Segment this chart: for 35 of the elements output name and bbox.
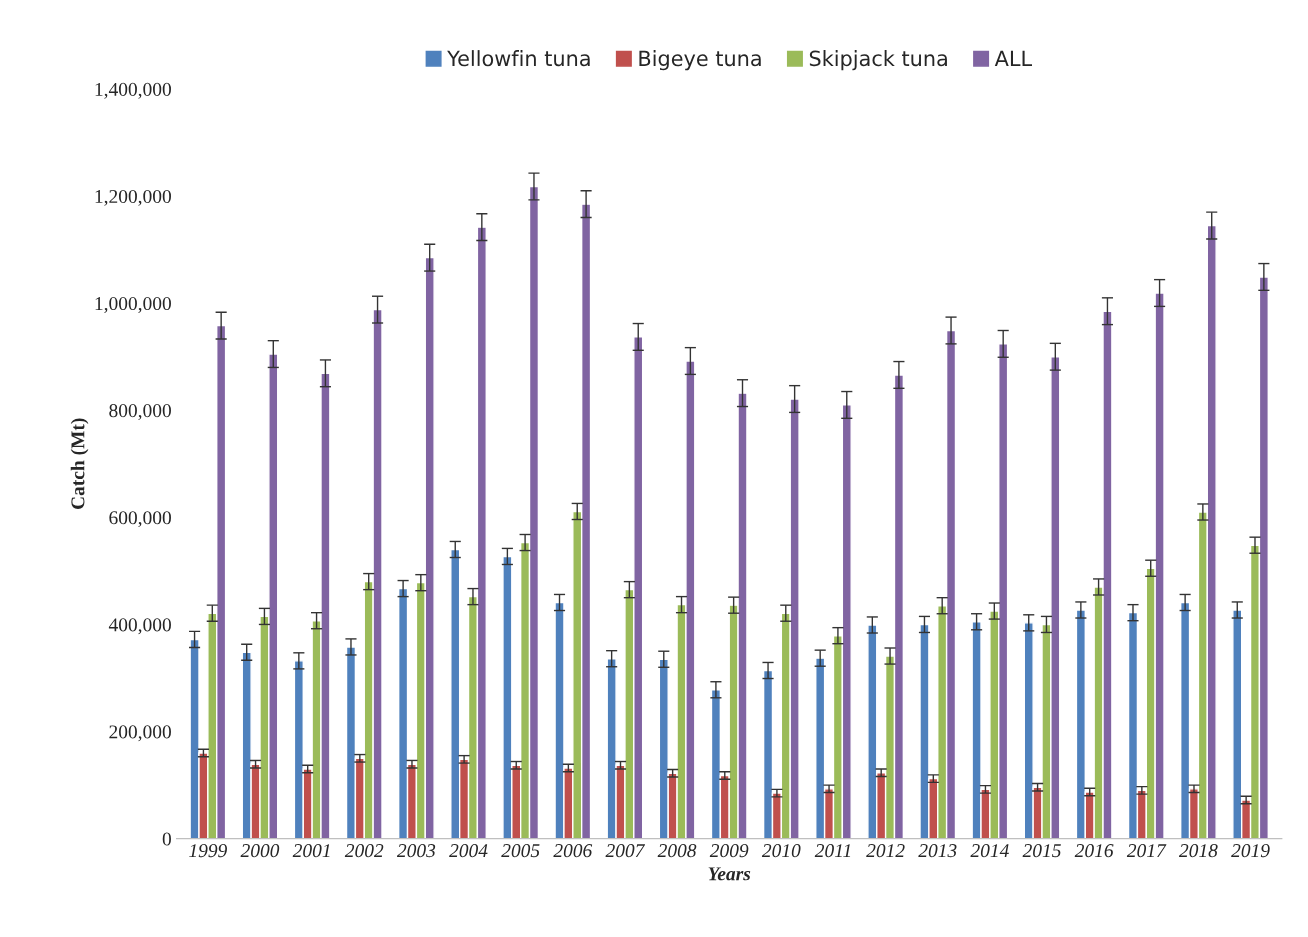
x-tick-label: 2015 bbox=[1022, 844, 1061, 858]
y-tick-label: 1,200,000 bbox=[95, 189, 171, 206]
x-tick-label: 2011 bbox=[814, 844, 851, 858]
x-tick-label: 2010 bbox=[761, 844, 801, 858]
legend-label: Skipjack tuna bbox=[809, 50, 947, 71]
x-tick-label: 2006 bbox=[553, 844, 593, 858]
x-tick-label: 2018 bbox=[1178, 844, 1218, 858]
x-tick-label: 2009 bbox=[709, 844, 749, 858]
x-tick-label: 2005 bbox=[501, 844, 540, 858]
legend-label: Yellowfin tuna bbox=[447, 50, 590, 67]
x-tick-label: 2002 bbox=[344, 844, 384, 858]
x-tick-label: 2012 bbox=[866, 844, 905, 858]
x-tick-label: 2008 bbox=[657, 844, 697, 858]
y-tick-label: 800,000 bbox=[109, 404, 171, 421]
x-tick-label: 2014 bbox=[970, 844, 1009, 858]
x-tick-label: 2019 bbox=[1231, 844, 1270, 858]
y-tick-label: 600,000 bbox=[109, 511, 171, 528]
legend-label: ALL bbox=[994, 50, 1032, 66]
x-tick-label: 2007 bbox=[605, 844, 646, 858]
x-tick-label: 2000 bbox=[240, 844, 280, 858]
y-tick-label: 0 bbox=[162, 832, 171, 846]
y-tick-label: 200,000 bbox=[109, 725, 171, 742]
x-tick-label: 2013 bbox=[918, 844, 957, 858]
y-tick-label: 1,400,000 bbox=[95, 82, 171, 99]
y-tick-label: 1,000,000 bbox=[95, 297, 171, 313]
x-tick-label: 2017 bbox=[1126, 844, 1167, 858]
x-tick-label: 2016 bbox=[1074, 844, 1114, 858]
x-tick-label: 2001 bbox=[292, 844, 330, 858]
x-tick-label: 2003 bbox=[396, 844, 436, 858]
legend-label: Bigeye tuna bbox=[639, 50, 761, 71]
x-tick-label: 2004 bbox=[449, 844, 488, 858]
y-tick-label: 400,000 bbox=[108, 618, 171, 635]
x-tick-label: 1999 bbox=[189, 844, 227, 858]
x-axis-title: Years bbox=[708, 867, 751, 881]
y-axis-title: Catch (Mt) bbox=[70, 418, 89, 510]
